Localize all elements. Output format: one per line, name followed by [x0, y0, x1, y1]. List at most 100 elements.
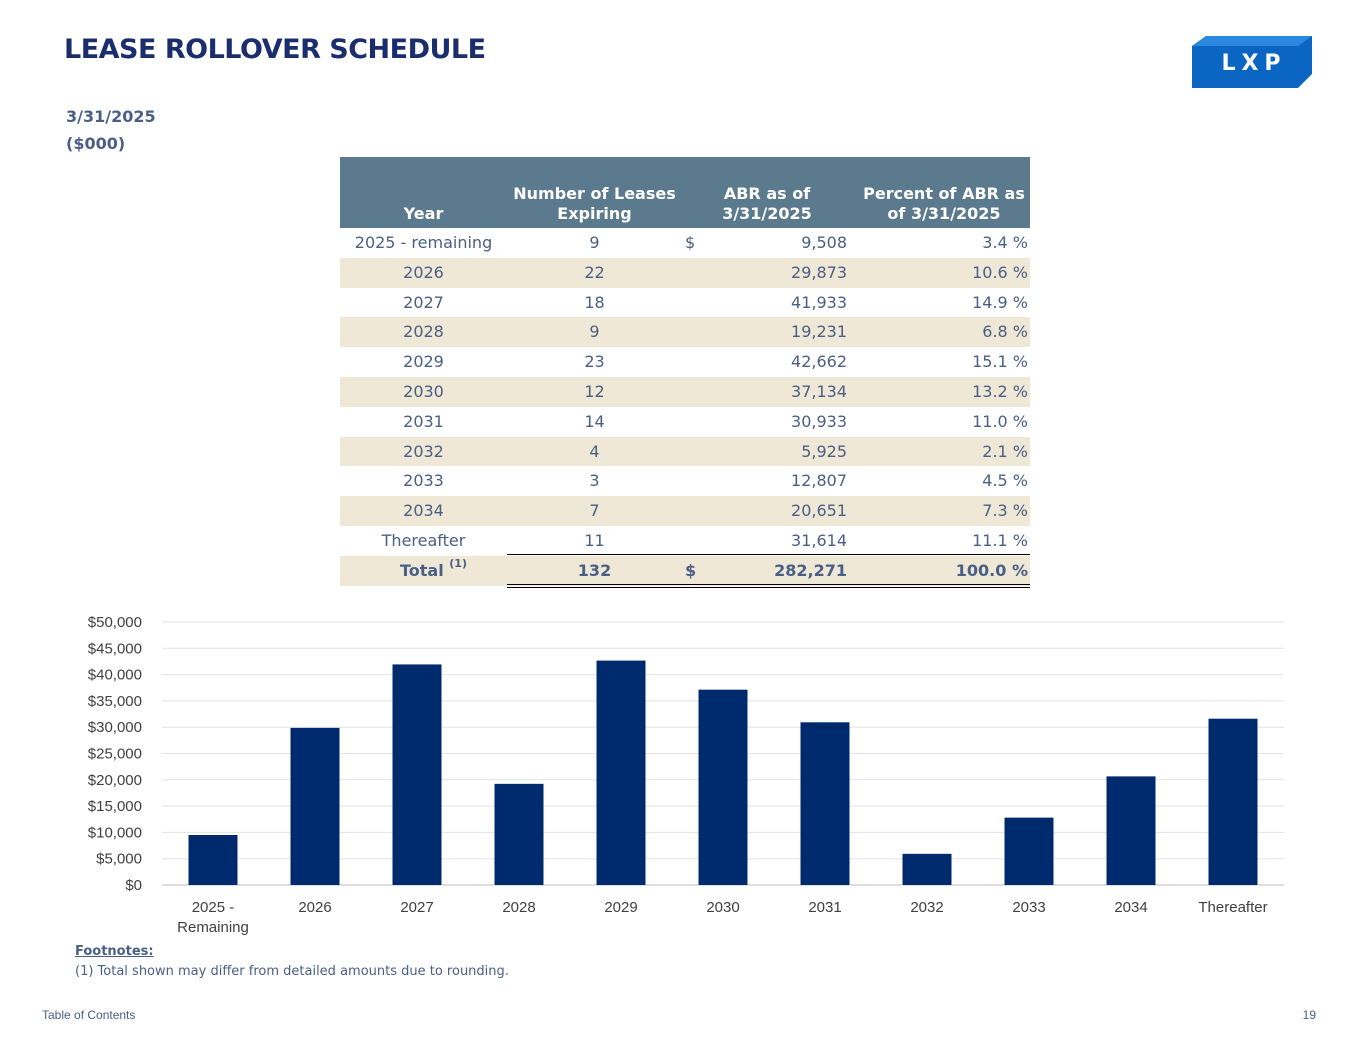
- total-label: Total: [399, 560, 444, 580]
- row-year: 2031: [403, 411, 444, 431]
- abr-bar-chart: $0 $5,000 $10,000 $15,000 $20,000 $25,000 $30,…: [88, 614, 1284, 936]
- y-tick-label: $40,000: [88, 667, 142, 684]
- x-tick-label: 2030: [706, 899, 739, 916]
- lxp-logo: LXP: [1192, 36, 1312, 88]
- row-abr: 9,508: [801, 233, 847, 252]
- row-year: 2033: [403, 471, 444, 491]
- table-row: 2033 3 12,807 4.5 %: [340, 466, 1030, 496]
- table-row: 2025 - remaining 9 $9,508 3.4 %: [340, 228, 1030, 258]
- y-tick-label: $15,000: [88, 798, 142, 815]
- x-tick-label: 2027: [400, 899, 433, 916]
- row-year: 2032: [403, 441, 444, 461]
- row-year: 2030: [403, 381, 444, 401]
- row-leases: 7: [589, 501, 600, 521]
- bar-2025-remaining: [188, 834, 238, 885]
- row-leases: 18: [584, 292, 605, 312]
- row-year: 2025 - remaining: [354, 233, 493, 252]
- x-tick-label: 2026: [298, 899, 331, 916]
- bar-2031: [800, 722, 850, 885]
- y-tick-label: $50,000: [88, 614, 142, 631]
- table-header: Year Number of Leases Expiring ABR as of…: [340, 157, 1030, 228]
- bar-2034: [1106, 776, 1156, 885]
- x-tick-label: 2025 -Remaining: [177, 899, 249, 936]
- row-year: 2029: [403, 352, 444, 372]
- table-row: 2032 4 5,925 2.1 %: [340, 436, 1030, 467]
- bar-2027: [392, 664, 442, 885]
- row-year: Thereafter: [381, 530, 466, 550]
- row-leases: 3: [589, 471, 600, 491]
- row-leases: 22: [584, 262, 605, 282]
- bar-2032: [902, 853, 952, 885]
- row-pct: 13.2 %: [972, 381, 1028, 401]
- row-pct: 6.8 %: [982, 322, 1028, 342]
- row-pct: 10.6 %: [972, 262, 1028, 282]
- row-abr: 20,651: [791, 501, 847, 521]
- row-pct: 14.9 %: [972, 292, 1028, 312]
- row-abr: 37,134: [791, 381, 847, 401]
- row-abr: 29,873: [791, 262, 847, 282]
- col-header-abr: ABR as of 3/31/2025: [722, 184, 812, 223]
- bar-2030: [698, 689, 748, 885]
- report-date: 3/31/2025: [66, 107, 156, 126]
- x-tick-label: 2034: [1114, 899, 1147, 916]
- total-top-rule: [507, 554, 1030, 555]
- table-of-contents-link[interactable]: Table of Contents: [42, 1008, 136, 1022]
- row-abr: 5,925: [801, 441, 847, 461]
- bar-2026: [290, 727, 340, 885]
- col-header-pct: Percent of ABR as of 3/31/2025: [863, 184, 1025, 223]
- row-leases: 9: [589, 233, 600, 252]
- table-row: 2029 23 42,662 15.1 %: [340, 347, 1030, 377]
- y-tick-label: $25,000: [88, 746, 142, 763]
- table-row: Thereafter 11 31,614 11.1 %: [340, 526, 1030, 556]
- row-leases: 23: [584, 352, 605, 372]
- logo-text: LXP: [1221, 51, 1286, 76]
- x-tick-label: 2029: [604, 899, 637, 916]
- table-body: 2025 - remaining 9 $9,508 3.4 % 2026 22 29,873…: [340, 228, 1030, 556]
- table-row: 2034 7 20,651 7.3 %: [340, 496, 1030, 526]
- y-tick-label: $45,000: [88, 640, 142, 657]
- footnote-1: (1) Total shown may differ from detailed…: [75, 964, 509, 979]
- row-abr: 30,933: [791, 411, 847, 431]
- row-dollar-sign: $: [685, 233, 696, 252]
- row-year: 2027: [403, 292, 444, 312]
- page-number: 19: [1302, 1008, 1316, 1022]
- row-abr: 12,807: [791, 471, 847, 491]
- row-pct: 7.3 %: [982, 501, 1028, 521]
- table-row: 2026 22 29,873 10.6 %: [340, 257, 1030, 288]
- row-pct: 11.0 %: [972, 411, 1028, 431]
- col-header-leases: Number of Leases Expiring: [513, 184, 676, 223]
- row-abr: 42,662: [791, 352, 847, 372]
- table-row: 2028 9 19,231 6.8 %: [340, 317, 1030, 348]
- col-header-year: Year: [403, 204, 444, 223]
- y-tick-label: $35,000: [88, 693, 142, 710]
- row-year: 2026: [403, 262, 444, 282]
- row-pct: 2.1 %: [982, 441, 1028, 461]
- footnote-ref: (1): [449, 556, 467, 570]
- x-tick-label: 2032: [910, 899, 943, 916]
- row-leases: 9: [589, 322, 600, 342]
- row-leases: 14: [584, 411, 605, 431]
- row-pct: 3.4 %: [982, 233, 1028, 252]
- row-pct: 11.1 %: [972, 530, 1028, 550]
- row-leases: 11: [584, 530, 605, 550]
- bar-2029: [596, 660, 646, 885]
- lease-rollover-table: Year Number of Leases Expiring ABR as of…: [340, 157, 1030, 588]
- total-leases: 132: [577, 560, 612, 580]
- row-abr: 41,933: [791, 292, 847, 312]
- x-tick-label: 2028: [502, 899, 535, 916]
- row-leases: 12: [584, 381, 605, 401]
- x-tick-label: Thereafter: [1198, 899, 1267, 916]
- row-leases: 4: [589, 441, 600, 461]
- table-total-row: Total (1) 132 $ 282,271 100.0 %: [340, 555, 1030, 586]
- table-row: 2031 14 30,933 11.0 %: [340, 407, 1030, 437]
- page-title: LEASE ROLLOVER SCHEDULE: [64, 34, 486, 65]
- row-abr: 19,231: [791, 322, 847, 342]
- total-dollar-sign: $: [685, 560, 697, 580]
- bar-2028: [494, 783, 544, 885]
- y-tick-label: $20,000: [88, 772, 142, 789]
- y-tick-label: $30,000: [88, 719, 142, 736]
- row-year: 2028: [403, 322, 444, 342]
- table-row: 2027 18 41,933 14.9 %: [340, 288, 1030, 318]
- total-double-rule-2: [507, 587, 1030, 588]
- row-pct: 4.5 %: [982, 471, 1028, 491]
